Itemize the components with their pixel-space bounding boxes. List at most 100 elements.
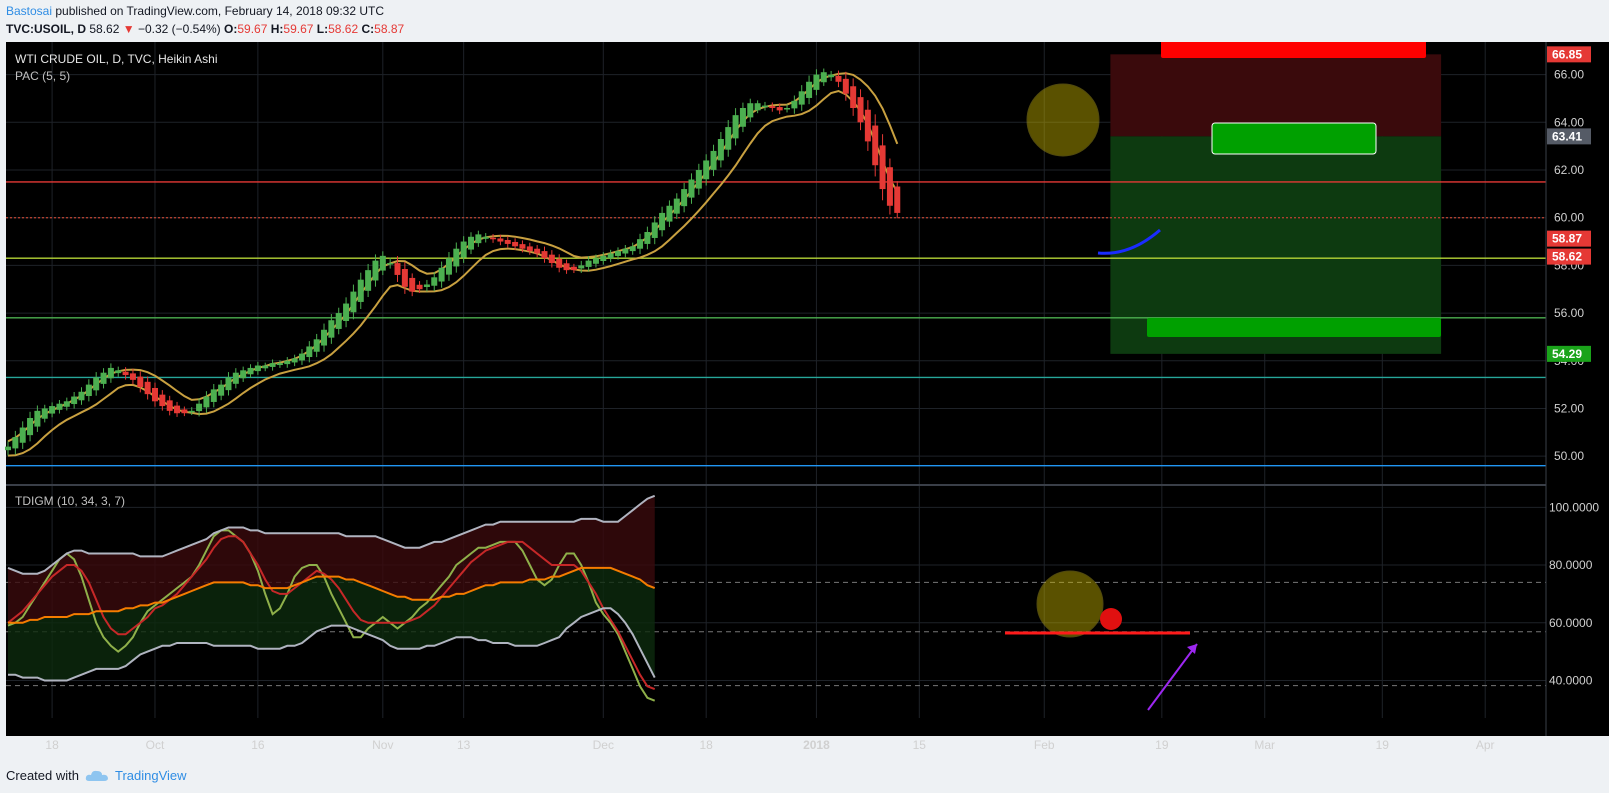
candle-body-11 <box>85 384 92 397</box>
time-tick-4: 13 <box>457 738 471 752</box>
close-label: C: <box>361 22 375 36</box>
candle-body-9 <box>71 396 78 405</box>
candle-body-67 <box>497 238 504 242</box>
candle-body-105 <box>776 107 783 111</box>
chart-canvas[interactable]: 50.0052.0054.0056.0058.0060.0062.0064.00… <box>0 42 1609 764</box>
blue-arc <box>1097 228 1161 255</box>
annotations <box>1005 42 1441 711</box>
price-tick-6: 62.00 <box>1554 163 1584 177</box>
candle-body-41 <box>306 346 313 358</box>
price-change: −0.32 (−0.54%) <box>137 22 221 36</box>
pl-label-bg <box>1211 122 1377 155</box>
candle-body-113 <box>835 75 842 82</box>
candle-body-32 <box>240 370 247 379</box>
highlight-circle-price <box>1026 83 1100 157</box>
candle-body-106 <box>784 108 791 110</box>
price-label-1: 63.41 <box>1552 129 1582 143</box>
candle-body-51 <box>379 255 386 271</box>
osc-tick-0: 40.0000 <box>1549 673 1593 687</box>
candle-body-83 <box>614 251 621 256</box>
time-tick-1: Oct <box>146 738 165 752</box>
publish-info: Bastosai published on TradingView.com, F… <box>6 4 384 18</box>
candle-body-59 <box>438 267 445 282</box>
time-tick-6: 18 <box>700 738 714 752</box>
candlesticks <box>5 68 901 456</box>
candle-body-82 <box>607 253 614 259</box>
price-label-bg-2 <box>1547 230 1591 247</box>
candle-body-22 <box>166 400 173 411</box>
candle-body-108 <box>798 91 805 105</box>
candle-body-85 <box>629 246 636 252</box>
candle-body-60 <box>445 258 452 275</box>
candle-body-37 <box>276 363 283 366</box>
tradingview-link[interactable]: TradingView <box>114 768 187 783</box>
price-label-bg-3 <box>1547 248 1591 265</box>
candle-body-97 <box>717 139 724 161</box>
candle-body-56 <box>416 284 423 290</box>
candle-body-62 <box>460 241 467 258</box>
candle-body-50 <box>372 260 379 281</box>
high-value: 59.67 <box>283 22 314 36</box>
price-tick-1: 52.00 <box>1554 401 1584 415</box>
candle-body-120 <box>886 167 893 206</box>
osc-series-2 <box>8 566 656 624</box>
highlight-circle-osc <box>1036 570 1104 638</box>
time-tick-9: Feb <box>1034 738 1055 752</box>
candle-body-119 <box>879 145 886 190</box>
candle-body-88 <box>651 222 658 238</box>
candle-body-39 <box>291 358 298 363</box>
time-tick-3: Nov <box>372 738 393 752</box>
open-value: 59.67 <box>237 22 268 36</box>
price-tick-3: 56.00 <box>1554 306 1584 320</box>
horizontal-levels <box>6 181 1546 467</box>
candle-body-19 <box>144 381 151 395</box>
candle-body-84 <box>622 248 629 254</box>
candle-body-47 <box>350 291 357 313</box>
candle-body-18 <box>137 376 144 387</box>
candle-body-45 <box>335 313 342 329</box>
candle-body-114 <box>842 78 849 94</box>
candle-body-8 <box>63 401 70 407</box>
target-label-bg <box>1147 318 1441 337</box>
price-axis[interactable] <box>1546 42 1609 736</box>
candle-body-24 <box>181 409 188 414</box>
candle-body-79 <box>585 260 592 267</box>
candle-body-7 <box>56 403 63 410</box>
candle-body-0 <box>5 446 11 451</box>
candle-body-40 <box>298 353 305 361</box>
candle-body-34 <box>254 365 261 372</box>
candle-body-86 <box>637 239 644 249</box>
time-tick-13: Apr <box>1476 738 1495 752</box>
price-tick-8: 66.00 <box>1554 68 1584 82</box>
author-link[interactable]: Bastosai <box>6 4 53 18</box>
low-label: L: <box>316 22 329 36</box>
price-label-0: 66.85 <box>1552 47 1582 61</box>
candle-body-115 <box>850 86 857 108</box>
time-tick-10: 19 <box>1155 738 1169 752</box>
tradingview-cloud-icon <box>85 770 108 781</box>
candle-body-15 <box>115 370 122 374</box>
candle-body-48 <box>357 279 364 302</box>
candle-body-63 <box>468 236 475 250</box>
tdigm-label: TDIGM (10, 34, 3, 7) <box>15 494 125 508</box>
osc-tick-2: 80.0000 <box>1549 558 1593 572</box>
candle-body-52 <box>387 263 394 265</box>
candle-body-121 <box>894 186 901 213</box>
candle-body-117 <box>864 109 871 142</box>
candle-body-109 <box>806 81 813 98</box>
candle-body-104 <box>769 106 776 108</box>
position-zones <box>1110 54 1442 354</box>
candle-body-29 <box>218 384 225 396</box>
osc-tick-3: 100.0000 <box>1549 500 1599 514</box>
price-label-bg-1 <box>1547 128 1591 145</box>
candle-body-20 <box>151 387 158 402</box>
time-tick-0: 18 <box>45 738 59 752</box>
candle-body-77 <box>570 266 577 271</box>
price-tick-5: 60.00 <box>1554 211 1584 225</box>
osc-lower-fill <box>8 567 655 681</box>
candle-body-102 <box>754 103 761 111</box>
candle-body-72 <box>534 248 541 254</box>
candle-body-100 <box>739 108 746 127</box>
candle-body-10 <box>78 391 85 401</box>
candle-body-17 <box>129 373 136 380</box>
